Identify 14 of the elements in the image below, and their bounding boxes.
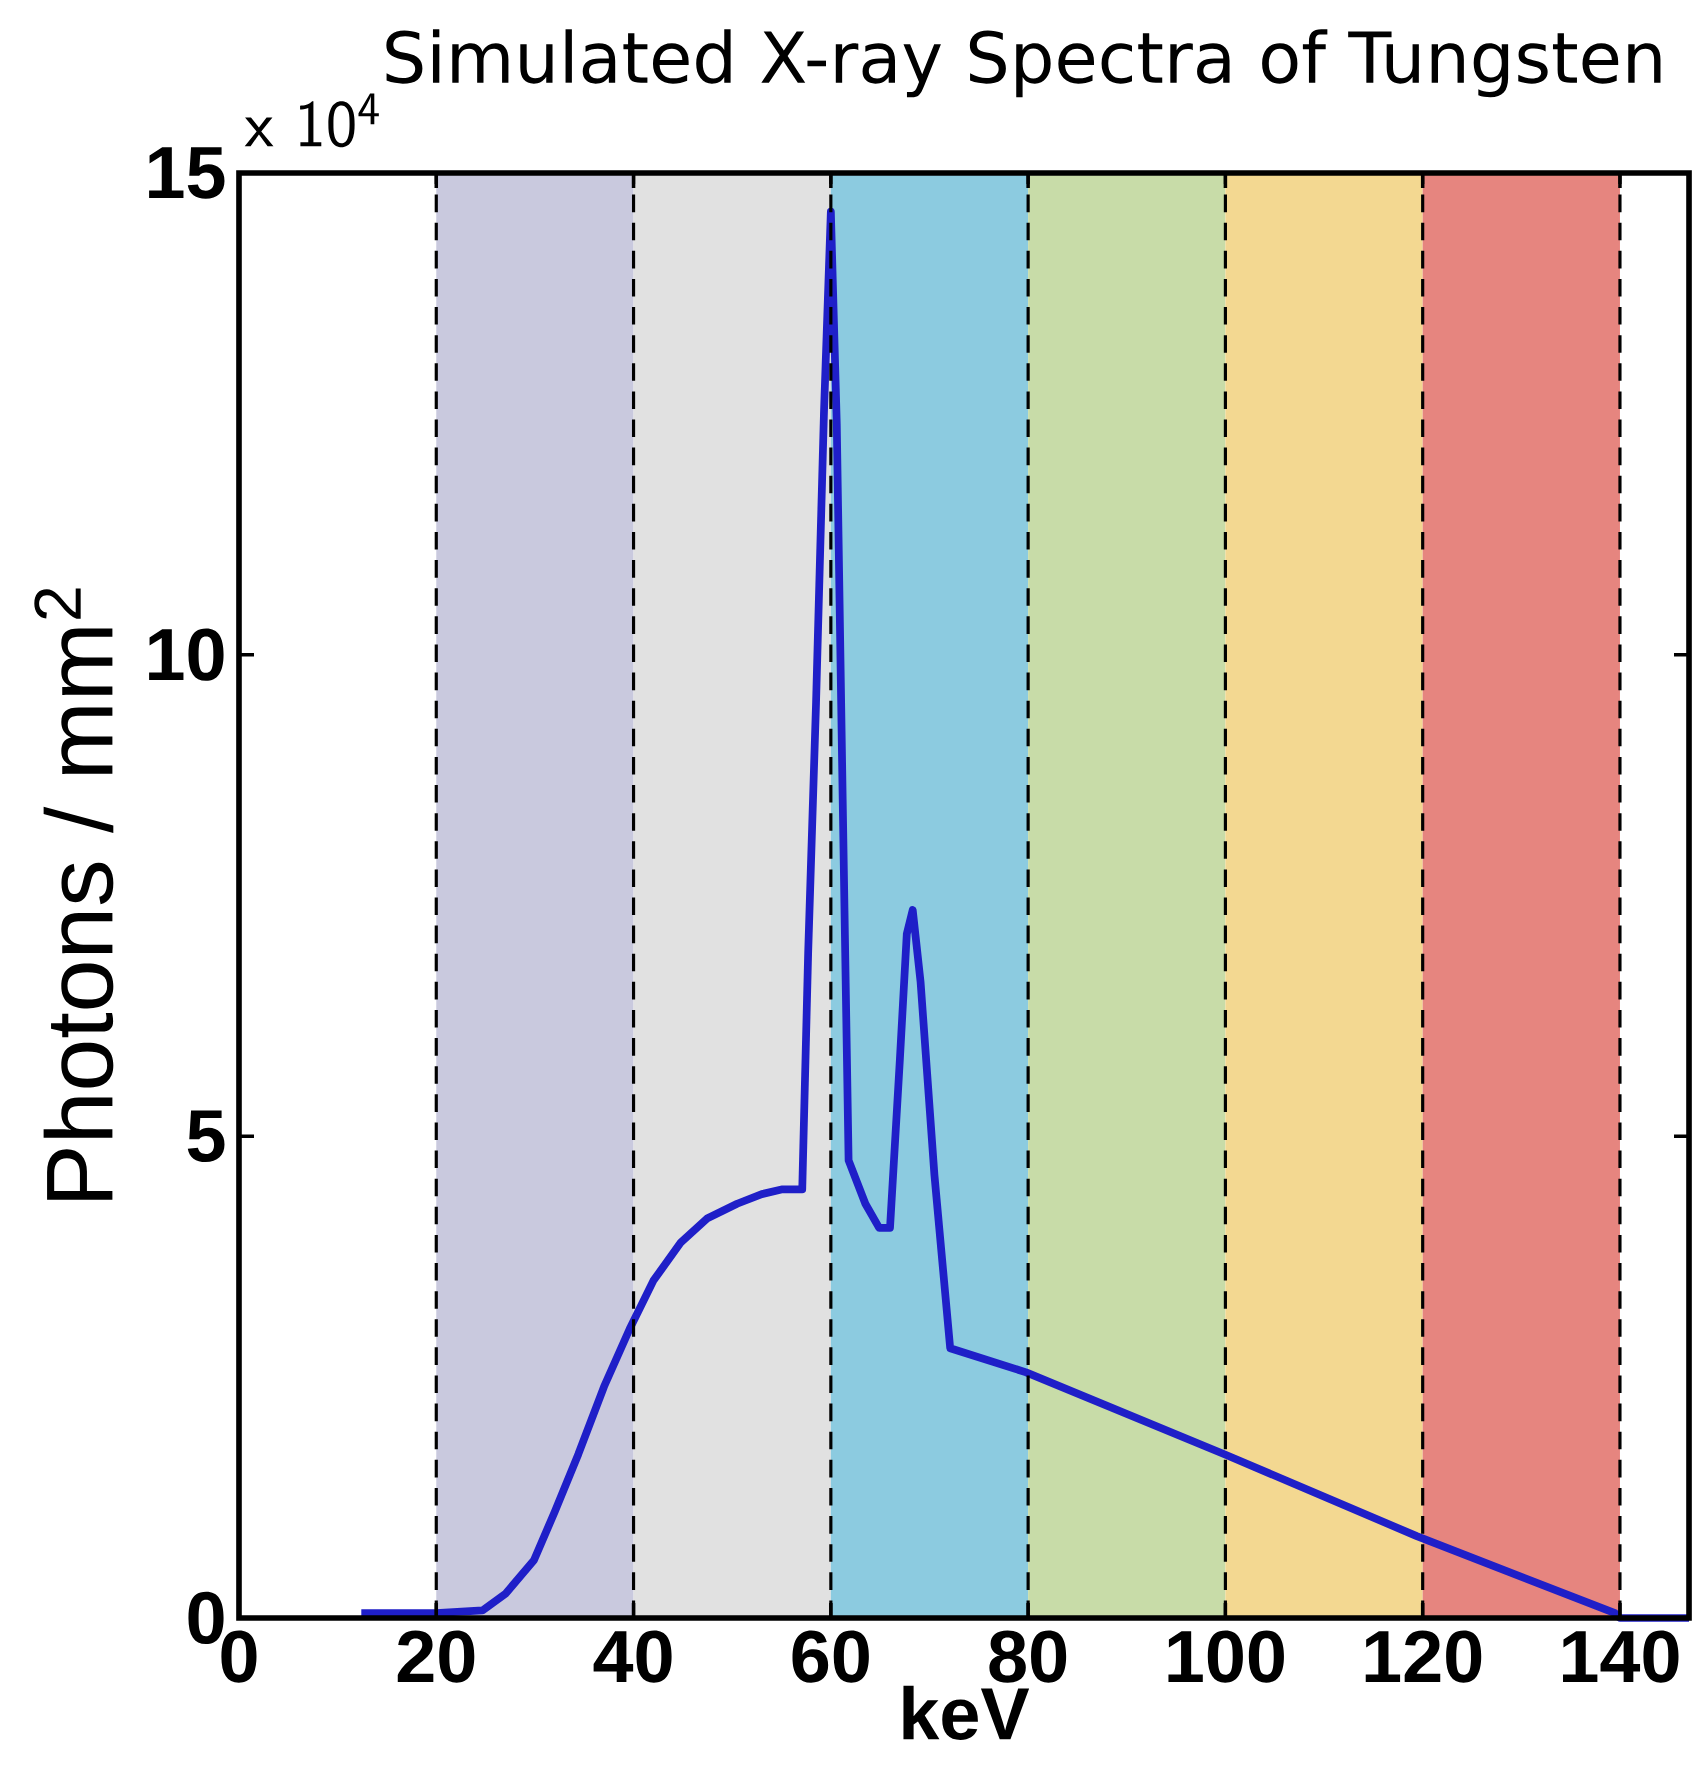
x-tick-label: 80 <box>989 1630 1067 1683</box>
x-tick-label: 100 <box>1168 1630 1284 1683</box>
x-axis-title: keV <box>903 1685 1030 1740</box>
x-tick-label: 120 <box>1365 1630 1482 1683</box>
y-tick-label: 5 <box>187 1110 225 1163</box>
y-axis-title: Photons / mm$^{2}$ <box>34 588 114 1200</box>
x-tick-label: 140 <box>1563 1630 1679 1683</box>
x-tick-label: 60 <box>792 1630 869 1683</box>
x-tick-label: 40 <box>593 1630 672 1683</box>
chart-title: Simulated X-ray Spectra of Tungsten <box>386 29 1661 98</box>
y-tick-label: 10 <box>149 628 224 681</box>
text: x 10$^{4}$ <box>244 93 379 148</box>
x-tick-label: 20 <box>397 1630 475 1683</box>
y-tick-label: 15 <box>149 147 225 199</box>
